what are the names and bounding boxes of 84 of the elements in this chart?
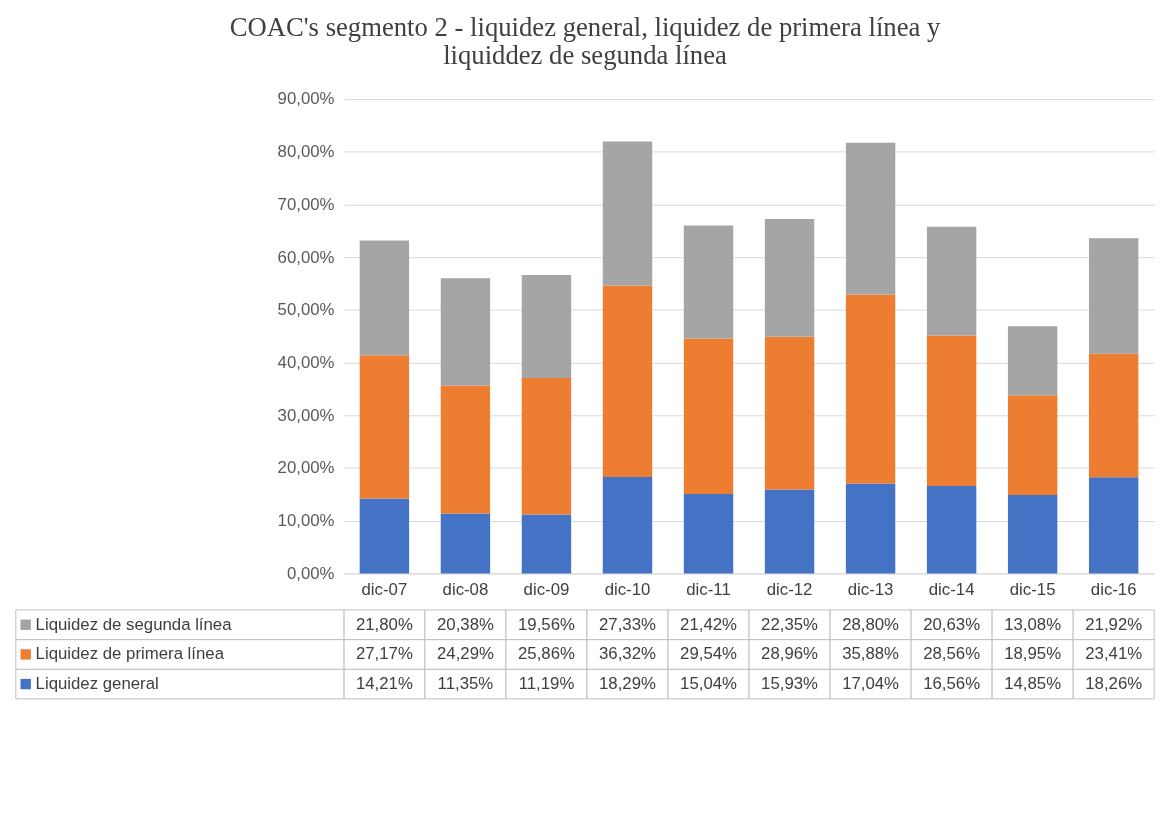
x-tick-label: dic-10 bbox=[604, 579, 651, 599]
y-tick-label: 10,00% bbox=[277, 511, 335, 531]
chart-title: COAC's segmento 2 - liquidez general, liquidez de primera línea y liquiddez de segunda línea bbox=[229, 11, 941, 71]
bar bbox=[1088, 477, 1139, 574]
y-tick-label: 20,00% bbox=[277, 458, 335, 478]
bar bbox=[359, 355, 410, 499]
y-tick-label: 40,00% bbox=[277, 353, 335, 373]
bar bbox=[440, 278, 491, 386]
bar bbox=[764, 489, 815, 574]
bar bbox=[602, 476, 653, 574]
bar bbox=[845, 483, 896, 574]
bar bbox=[1007, 495, 1058, 574]
data-label: 15,04% bbox=[680, 674, 738, 693]
data-label: 18,95% bbox=[1004, 644, 1062, 664]
bar bbox=[845, 142, 896, 295]
bar bbox=[359, 498, 410, 574]
x-tick-label: dic-07 bbox=[361, 579, 408, 599]
bar bbox=[926, 486, 977, 574]
bar bbox=[521, 378, 572, 515]
bar bbox=[683, 225, 734, 339]
y-tick-label: 70,00% bbox=[277, 194, 335, 214]
data-label: 24,29% bbox=[436, 644, 494, 664]
data-label: 21,42% bbox=[680, 614, 738, 634]
bar bbox=[440, 513, 491, 574]
data-label: 20,38% bbox=[436, 614, 494, 634]
data-label: 13,08% bbox=[1004, 614, 1062, 634]
x-tick-label: dic-09 bbox=[523, 579, 570, 599]
bar bbox=[1088, 353, 1139, 478]
x-tick-label: dic-16 bbox=[1090, 579, 1137, 599]
bar bbox=[1007, 326, 1058, 396]
bar bbox=[1007, 395, 1058, 496]
x-tick-label: dic-14 bbox=[928, 579, 975, 599]
data-label: 20,63% bbox=[923, 614, 981, 634]
bar bbox=[440, 385, 491, 514]
data-label: 11,19% bbox=[518, 674, 575, 693]
y-tick-label: 0,00% bbox=[286, 563, 335, 583]
x-tick-label: dic-12 bbox=[766, 579, 813, 599]
data-label: 36,32% bbox=[599, 644, 657, 664]
bar bbox=[764, 336, 815, 490]
bar bbox=[359, 240, 410, 356]
data-label: 29,54% bbox=[680, 644, 738, 664]
bar bbox=[683, 494, 734, 574]
data-label: 27,33% bbox=[599, 614, 657, 634]
data-label: 25,86% bbox=[518, 644, 575, 664]
bar bbox=[602, 285, 653, 477]
data-label: 14,85% bbox=[1004, 674, 1062, 693]
data-label: 28,56% bbox=[923, 644, 981, 664]
bar bbox=[521, 275, 572, 379]
bar bbox=[764, 219, 815, 337]
bar bbox=[521, 514, 572, 574]
bar bbox=[602, 141, 653, 286]
legend-label: Liquidez de primera línea bbox=[35, 644, 225, 664]
data-label: 28,80% bbox=[842, 614, 900, 634]
y-tick-label: 30,00% bbox=[277, 405, 335, 425]
x-tick-label: dic-15 bbox=[1009, 579, 1056, 599]
data-label: 28,96% bbox=[761, 644, 819, 664]
data-label: 22,35% bbox=[761, 614, 819, 634]
data-label: 35,88% bbox=[842, 644, 900, 664]
y-tick-label: 80,00% bbox=[277, 142, 335, 162]
y-tick-label: 60,00% bbox=[277, 247, 335, 267]
bar bbox=[1088, 238, 1139, 354]
data-label: 11,35% bbox=[437, 674, 494, 693]
bar bbox=[683, 338, 734, 495]
data-label: 14,21% bbox=[355, 674, 413, 693]
data-label: 18,29% bbox=[599, 674, 657, 693]
data-label: 15,93% bbox=[761, 674, 819, 693]
data-label: 17,04% bbox=[842, 674, 900, 693]
data-label: 19,56% bbox=[518, 614, 575, 634]
x-tick-label: dic-11 bbox=[686, 579, 731, 599]
bar bbox=[926, 226, 977, 336]
data-label: 23,41% bbox=[1085, 644, 1143, 664]
data-label: 21,92% bbox=[1085, 614, 1143, 634]
x-tick-label: dic-13 bbox=[847, 579, 894, 599]
bar bbox=[926, 335, 977, 487]
data-label: 27,17% bbox=[355, 644, 413, 664]
data-label: 16,56% bbox=[923, 674, 981, 693]
bar bbox=[845, 294, 896, 484]
legend-label: Liquidez general bbox=[35, 674, 159, 693]
data-label: 18,26% bbox=[1085, 674, 1143, 693]
y-tick-label: 90,00% bbox=[277, 89, 335, 109]
legend-label: Liquidez de segunda línea bbox=[35, 614, 233, 634]
y-tick-label: 50,00% bbox=[277, 300, 335, 320]
data-label: 21,80% bbox=[355, 614, 413, 634]
x-tick-label: dic-08 bbox=[442, 579, 489, 599]
